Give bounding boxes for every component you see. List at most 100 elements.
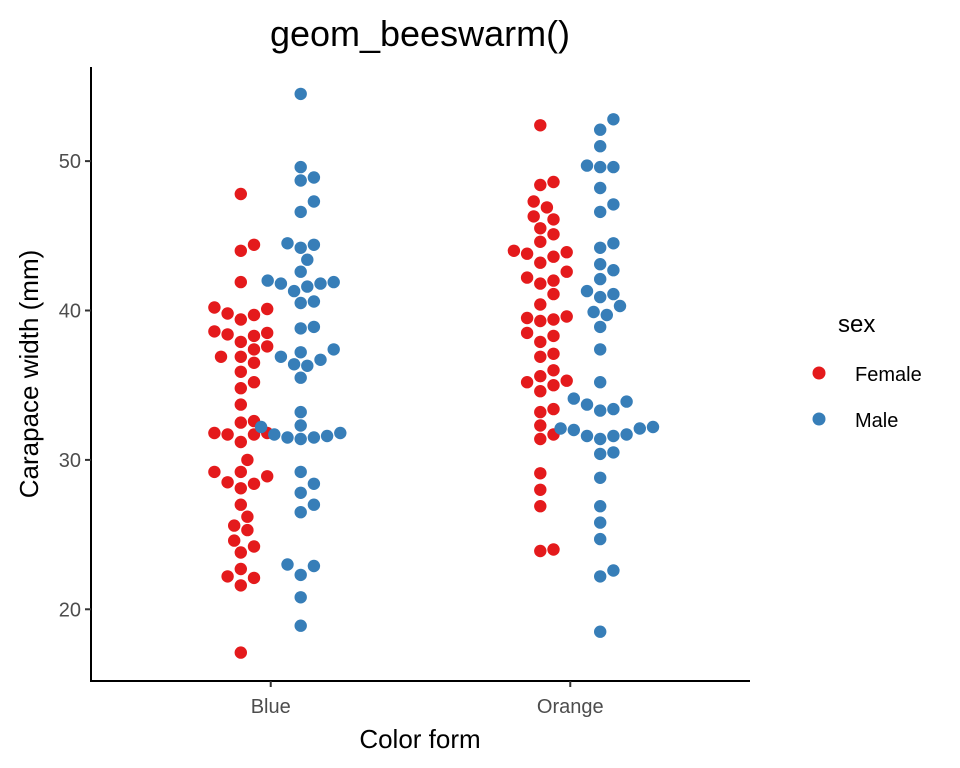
- data-point-male: [287, 284, 301, 298]
- data-point-female: [560, 310, 573, 323]
- data-point-female: [261, 302, 274, 316]
- data-point-female: [234, 365, 247, 378]
- data-point-male: [594, 432, 607, 446]
- data-point-female: [534, 235, 547, 248]
- data-point-female: [234, 350, 247, 363]
- data-point-female: [534, 370, 547, 383]
- data-point-female: [547, 274, 560, 287]
- data-point-female: [208, 301, 221, 314]
- data-point-female: [247, 308, 261, 322]
- data-point-male: [594, 320, 607, 334]
- data-point-female: [221, 328, 234, 341]
- data-point-female: [527, 210, 540, 223]
- data-point-male: [294, 371, 307, 384]
- data-point-male: [580, 159, 594, 172]
- data-point-female: [247, 540, 261, 553]
- data-point-male: [307, 431, 321, 444]
- data-point-female: [247, 356, 261, 369]
- data-point-female: [547, 329, 560, 343]
- data-point-female: [547, 313, 560, 326]
- data-point-male: [281, 237, 294, 250]
- data-point-female: [527, 195, 540, 208]
- data-point-female: [234, 465, 247, 479]
- data-point-male: [607, 564, 620, 577]
- data-point-female: [534, 222, 547, 235]
- data-point-female: [560, 374, 573, 387]
- data-point-female: [534, 178, 547, 192]
- data-point-female: [234, 416, 247, 429]
- x-axis-ticks: Blue Orange: [251, 681, 604, 718]
- x-tick-label: Orange: [537, 696, 604, 718]
- data-point-female: [221, 476, 234, 489]
- x-tick-label: Blue: [251, 696, 291, 718]
- data-point-female: [534, 405, 547, 419]
- data-point-female: [241, 510, 254, 523]
- data-point-female: [547, 228, 560, 241]
- data-point-female: [221, 307, 234, 320]
- data-point-female: [234, 435, 247, 449]
- data-point-female: [234, 244, 247, 257]
- data-point-male: [294, 241, 307, 254]
- data-point-male: [594, 625, 607, 638]
- data-point-female: [534, 314, 547, 328]
- data-point-female: [234, 187, 247, 201]
- data-point-female: [214, 350, 228, 363]
- data-point-male: [254, 420, 268, 434]
- data-point-male: [287, 358, 301, 371]
- data-point-male: [327, 275, 340, 289]
- data-point-female: [534, 483, 547, 496]
- data-point-male: [294, 160, 307, 174]
- chart-title: geom_beeswarm(): [270, 13, 570, 54]
- legend-key-male: [812, 412, 826, 426]
- data-point-female: [247, 477, 261, 490]
- data-point-female: [234, 482, 247, 495]
- data-point-female: [534, 119, 547, 132]
- data-point-male: [594, 181, 607, 195]
- y-tick-label: 30: [59, 450, 81, 472]
- data-point-male: [294, 619, 307, 632]
- data-point-male: [294, 419, 307, 432]
- data-point-male: [620, 428, 633, 441]
- legend-title: sex: [838, 311, 875, 338]
- data-point-male: [294, 296, 307, 310]
- data-point-male: [327, 343, 340, 356]
- data-point-female: [534, 467, 547, 480]
- data-point-female: [534, 256, 547, 269]
- data-point-female: [547, 347, 560, 360]
- data-point-male: [268, 428, 281, 441]
- data-point-male: [554, 422, 567, 435]
- data-point-female: [234, 562, 247, 576]
- data-point-female: [208, 325, 221, 338]
- data-point-female: [247, 376, 261, 389]
- data-point-female: [221, 570, 234, 583]
- data-point-male: [307, 477, 321, 490]
- data-point-female: [547, 287, 560, 301]
- data-point-male: [294, 174, 307, 187]
- data-point-female: [234, 498, 247, 511]
- data-points: [208, 87, 660, 659]
- data-point-male: [274, 277, 288, 290]
- data-point-male: [594, 376, 607, 389]
- data-point-male: [594, 570, 607, 583]
- data-point-male: [607, 264, 620, 277]
- data-point-male: [294, 265, 307, 278]
- data-point-female: [547, 175, 560, 189]
- data-point-male: [594, 532, 607, 546]
- data-point-male: [294, 506, 307, 519]
- data-point-female: [234, 646, 247, 659]
- data-point-male: [594, 241, 607, 254]
- y-tick-label: 40: [59, 301, 81, 323]
- data-point-female: [247, 343, 261, 356]
- data-point-female: [547, 364, 560, 377]
- data-point-female: [520, 311, 534, 325]
- data-point-male: [567, 423, 580, 437]
- data-point-female: [234, 382, 247, 395]
- data-point-male: [307, 320, 321, 334]
- data-point-male: [301, 280, 314, 293]
- data-point-male: [594, 516, 607, 529]
- data-point-male: [607, 237, 620, 250]
- data-point-male: [274, 350, 288, 363]
- y-tick-label: 20: [59, 599, 81, 621]
- data-point-female: [534, 350, 547, 363]
